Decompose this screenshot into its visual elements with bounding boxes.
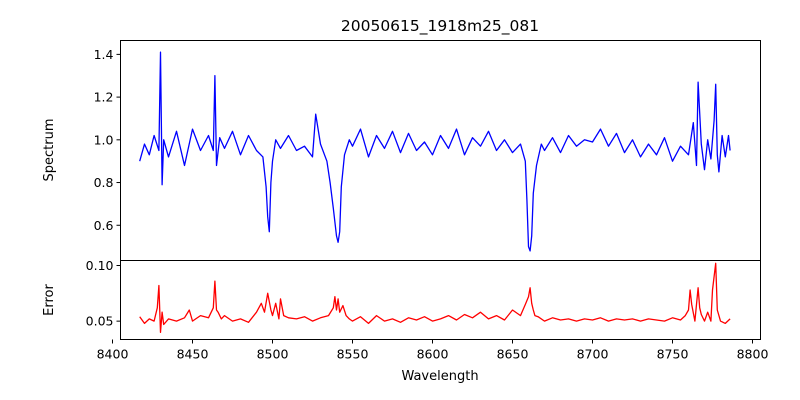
spectrum-series-line (139, 51, 731, 252)
error-panel-frame (120, 260, 761, 340)
x-tick-label: 8650 (497, 347, 529, 362)
x-tick-label: 8500 (257, 347, 289, 362)
x-tick-label: 8450 (177, 347, 209, 362)
error-ytick-label: 0.05 (86, 314, 114, 329)
spectrum-ytick-label: 1.2 (94, 90, 114, 105)
spectrum-ytick-label: 1.0 (94, 132, 114, 147)
spectrum-ytick-label: 0.8 (94, 175, 114, 190)
plot-layer: 0.6 0.8 1.0 1.2 1.4 0.05 0.10 8400 8450 8500 8550 8… (86, 47, 769, 362)
spectrum-ytick-label: 1.4 (94, 47, 114, 62)
x-tick-label: 8750 (657, 347, 689, 362)
x-tick-label: 8550 (337, 347, 369, 362)
x-tick-label: 8700 (577, 347, 609, 362)
spectrum-ytick-label: 0.6 (94, 218, 114, 233)
spectrum-ylabel: Spectrum (42, 119, 57, 182)
error-series-line (139, 262, 731, 333)
error-ylabel: Error (42, 284, 57, 316)
x-tick-label: 8800 (737, 347, 769, 362)
x-tick-label: 8600 (417, 347, 449, 362)
x-axis-label: Wavelength (401, 369, 478, 384)
chart-title: 20050615_1918m25_081 (341, 17, 539, 36)
error-ytick-label: 0.10 (86, 258, 114, 273)
x-tick-label: 8400 (97, 347, 129, 362)
